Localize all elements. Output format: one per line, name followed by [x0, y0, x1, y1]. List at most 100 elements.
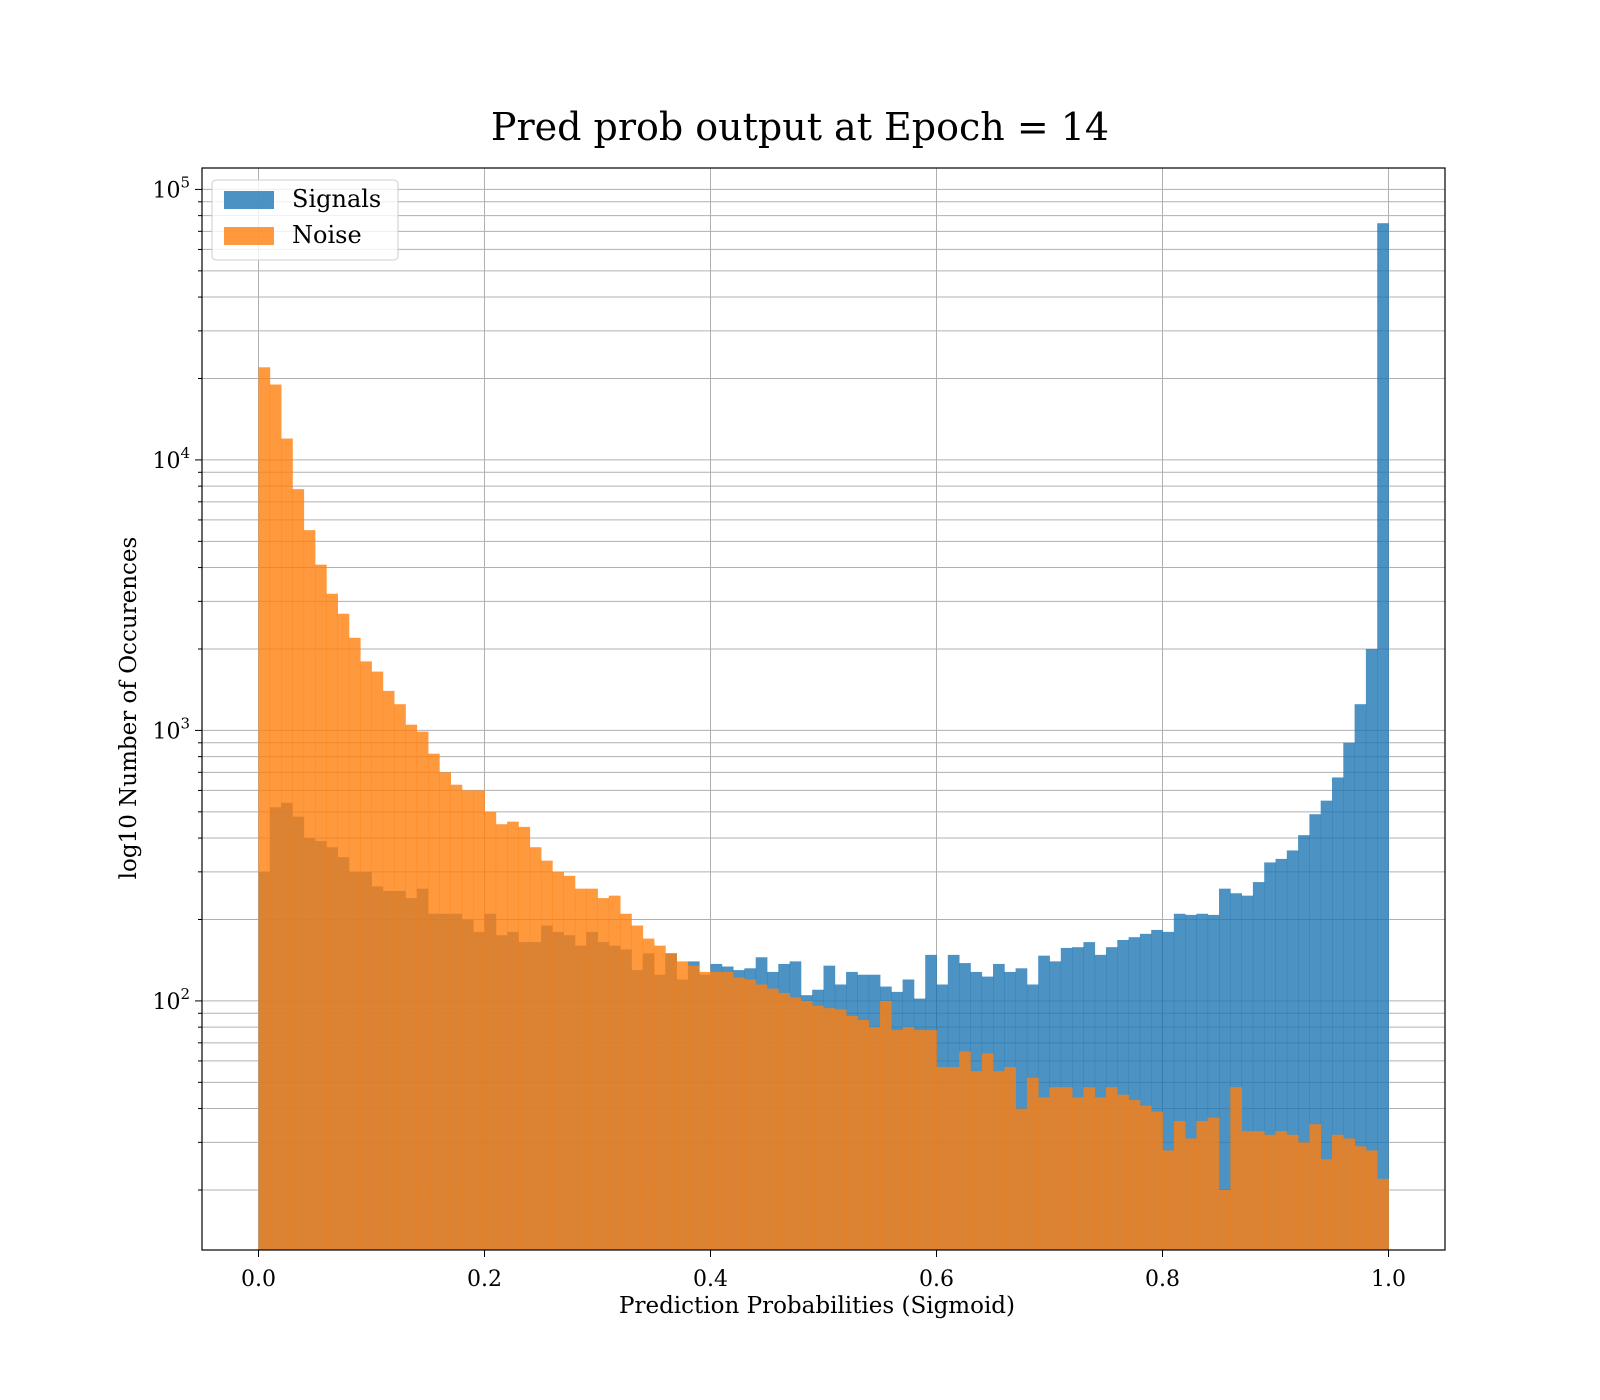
bar-noise	[687, 965, 700, 1250]
bar-signals	[1252, 882, 1265, 1250]
bar-noise	[778, 992, 790, 1250]
bar-noise	[1015, 1108, 1028, 1250]
bars-layer	[258, 223, 1389, 1250]
bar-noise	[552, 871, 564, 1250]
bar-noise	[484, 811, 497, 1250]
bar-noise	[1083, 1087, 1096, 1250]
bar-noise	[631, 925, 644, 1250]
bar-signals	[1151, 929, 1163, 1250]
legend-swatch-signals	[224, 191, 274, 209]
bar-noise	[315, 564, 327, 1250]
bar-noise	[925, 1030, 937, 1250]
bar-signals	[1275, 858, 1288, 1250]
bar-noise	[394, 704, 406, 1250]
bar-noise	[1038, 1097, 1050, 1250]
bar-noise	[620, 913, 632, 1250]
bar-noise	[1004, 1066, 1016, 1250]
bar-signals	[1332, 777, 1344, 1250]
bar-noise	[1219, 1189, 1231, 1250]
bar-noise	[936, 1066, 949, 1250]
ticks-layer: 0.0 0.2 0.4 0.6 0.8 1.0 102 103 104 105	[152, 173, 1406, 1292]
bar-noise	[586, 888, 598, 1250]
bar-signals	[1354, 704, 1367, 1250]
bar-noise	[1377, 1178, 1389, 1250]
bar-noise	[541, 860, 553, 1250]
bar-noise	[1298, 1142, 1310, 1250]
bar-noise	[348, 637, 361, 1250]
bar-signals	[1162, 931, 1175, 1250]
bar-noise	[258, 367, 271, 1250]
bar-noise	[812, 1005, 824, 1250]
bar-noise	[563, 875, 576, 1250]
legend: Signals Noise	[211, 179, 399, 261]
bar-signals	[1377, 223, 1389, 1250]
bar-signals	[1365, 648, 1378, 1250]
bar-noise	[292, 489, 305, 1250]
bar-noise	[1332, 1134, 1344, 1250]
bar-noise	[326, 593, 338, 1250]
x-tick-label: 1.0	[1371, 1267, 1406, 1292]
bar-noise	[269, 384, 282, 1250]
bar-noise	[744, 979, 757, 1250]
bar-noise	[597, 898, 610, 1250]
y-tick-label: 102	[152, 985, 190, 1015]
bar-signals	[1309, 814, 1322, 1250]
bar-noise	[1343, 1138, 1355, 1250]
bar-noise	[495, 824, 508, 1250]
bar-signals	[1207, 914, 1220, 1250]
bar-noise	[1365, 1150, 1378, 1250]
bar-noise	[1128, 1100, 1141, 1250]
bar-noise	[473, 790, 485, 1250]
bar-noise	[1286, 1134, 1299, 1250]
bar-noise	[1185, 1138, 1197, 1250]
bar-noise	[574, 888, 587, 1250]
bar-noise	[710, 971, 723, 1250]
bar-noise	[857, 1020, 870, 1250]
chart-title: Pred prob output at Epoch = 14	[491, 105, 1109, 149]
bar-noise	[1320, 1159, 1333, 1250]
bar-noise	[1354, 1146, 1367, 1250]
bar-signals	[1241, 895, 1254, 1250]
bar-noise	[1173, 1120, 1186, 1250]
bar-noise	[439, 772, 451, 1250]
bar-noise	[461, 790, 474, 1250]
y-tick-label: 104	[152, 444, 190, 474]
bar-noise	[507, 821, 519, 1250]
series-noise	[258, 367, 1389, 1250]
bar-noise	[993, 1071, 1005, 1250]
x-tick-label: 0.0	[241, 1267, 276, 1292]
x-axis-label: Prediction Probabilities (Sigmoid)	[619, 1293, 1015, 1319]
bar-noise	[608, 895, 621, 1250]
bar-noise	[755, 984, 768, 1250]
legend-label-signals: Signals	[292, 185, 381, 213]
bar-signals	[1185, 914, 1197, 1250]
bar-noise	[382, 690, 395, 1250]
bar-noise	[416, 731, 429, 1250]
bar-noise	[981, 1053, 994, 1250]
bar-signals	[1264, 862, 1276, 1250]
bar-noise	[360, 661, 372, 1250]
bar-noise	[1049, 1087, 1062, 1250]
bar-noise	[789, 997, 802, 1250]
bar-noise	[1241, 1131, 1254, 1250]
bar-noise	[1026, 1077, 1039, 1250]
y-tick-label: 105	[152, 173, 190, 203]
bar-noise	[1207, 1117, 1220, 1250]
bar-noise	[303, 530, 316, 1250]
bar-noise	[1060, 1087, 1073, 1250]
bar-noise	[518, 826, 531, 1250]
bar-noise	[1230, 1087, 1242, 1250]
bar-signals	[1128, 937, 1141, 1250]
bar-noise	[733, 977, 745, 1250]
bar-noise	[1117, 1094, 1129, 1250]
bar-noise	[721, 971, 734, 1250]
bar-noise	[800, 1000, 813, 1250]
bar-noise	[529, 847, 542, 1250]
bar-noise	[1072, 1097, 1084, 1250]
bar-noise	[1252, 1131, 1265, 1250]
bar-noise	[405, 724, 418, 1250]
bar-noise	[676, 961, 689, 1250]
bar-signals	[1286, 850, 1299, 1250]
bar-noise	[1162, 1150, 1175, 1250]
